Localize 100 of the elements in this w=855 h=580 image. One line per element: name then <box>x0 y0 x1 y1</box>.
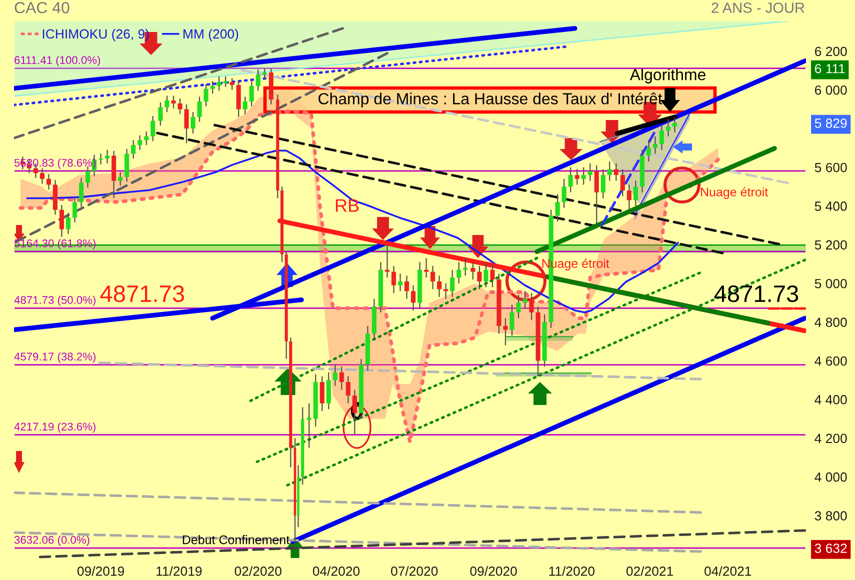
series-label: RB <box>336 199 359 212</box>
candlestick <box>516 294 521 319</box>
candlestick <box>410 284 416 312</box>
candlestick <box>391 265 396 294</box>
candlestick <box>230 78 234 90</box>
annotation: Debut Confinement <box>182 535 290 544</box>
candlestick <box>256 69 260 92</box>
candlestick <box>190 112 196 134</box>
candlestick <box>437 275 442 298</box>
candlestick <box>614 162 618 182</box>
ref-line-label: 6111.41 (100.0%) <box>14 56 100 66</box>
y-tick-label: 4 800 <box>814 318 847 327</box>
candlestick <box>164 95 170 113</box>
ref-line-label: 4871.73 (50.0%) <box>14 296 96 306</box>
candlestick <box>430 265 436 290</box>
candlestick <box>118 172 123 186</box>
candlestick <box>463 258 468 276</box>
candlestick <box>242 96 248 115</box>
candlestick <box>46 173 51 190</box>
ref-line-label: 4579.17 (38.2%) <box>14 352 96 363</box>
candlestick <box>633 180 638 207</box>
candlestick <box>588 162 592 182</box>
x-tick-label: 02/2020 <box>234 566 282 576</box>
annotation: Nuage étroit <box>701 187 768 199</box>
y-tick-label: 5 000 <box>814 278 847 288</box>
y-tick-label: 5 829 <box>814 118 847 128</box>
candlestick <box>384 244 390 278</box>
candlestick <box>456 262 462 284</box>
candlestick <box>398 273 403 292</box>
candlestick <box>210 80 215 94</box>
candlestick <box>78 177 84 208</box>
y-tick-label: 5 200 <box>814 240 847 250</box>
candlestick <box>249 80 254 107</box>
x-tick-label: 09/2019 <box>77 566 124 576</box>
annotation: 4871.73 <box>100 285 184 302</box>
candlestick <box>574 168 580 186</box>
candlestick <box>672 116 677 134</box>
candlestick <box>72 196 78 223</box>
y-tick-label: 6 000 <box>815 85 847 95</box>
candlestick <box>131 140 136 160</box>
candlestick <box>216 76 222 92</box>
candlestick <box>184 104 189 144</box>
y-tick-label: 6 111 <box>815 64 845 74</box>
candlestick <box>138 134 142 150</box>
x-tick-label: 02/2021 <box>626 566 673 576</box>
candlestick <box>490 263 495 288</box>
candlestick <box>178 98 182 115</box>
chart-subtitle: 2 ANS - JOUR <box>712 2 804 13</box>
candlestick <box>562 178 566 208</box>
candlestick <box>197 96 202 122</box>
candlestick <box>40 168 44 184</box>
x-tick-label: 11/2020 <box>549 566 594 576</box>
x-tick-label: 07/2020 <box>391 566 438 576</box>
candlestick <box>510 304 514 336</box>
candlestick <box>158 102 163 126</box>
candlestick <box>620 168 625 197</box>
y-tick-label: 3 632 <box>814 544 847 553</box>
y-tick-label: 4 400 <box>814 395 847 404</box>
candlestick <box>346 376 350 404</box>
y-tick-label: 6 200 <box>815 46 847 56</box>
x-tick-label: 11/2019 <box>156 566 202 576</box>
x-tick-label: 09/2020 <box>470 566 517 576</box>
annotation: Algorithme <box>630 68 706 84</box>
candlestick <box>444 282 448 300</box>
legend-label: MM (200) <box>184 28 238 42</box>
y-tick-label: 4 200 <box>814 434 847 444</box>
candlestick <box>171 95 176 109</box>
y-tick-label: 4 600 <box>814 356 847 366</box>
candlestick <box>320 376 324 412</box>
candlestick <box>59 204 64 238</box>
y-tick-label: 5 600 <box>814 162 847 172</box>
candlestick <box>150 115 156 142</box>
candlestick <box>450 269 455 298</box>
ref-line-label: 4217.19 (23.6%) <box>14 422 96 433</box>
candlestick <box>529 292 534 321</box>
candlestick <box>646 140 651 162</box>
candlestick <box>105 149 110 164</box>
candlestick <box>626 184 632 210</box>
candlestick <box>262 68 267 80</box>
candlestick <box>332 364 338 386</box>
candlestick <box>607 160 612 182</box>
candlestick <box>424 258 429 278</box>
ref-line-label: 3632.06 (0.0%) <box>14 536 90 546</box>
chart-title: CAC 40 <box>14 2 70 14</box>
candlestick <box>404 275 410 300</box>
candlestick <box>484 262 488 288</box>
candlestick <box>66 212 71 235</box>
candlestick <box>522 290 528 310</box>
y-tick-label: 5 400 <box>814 202 847 211</box>
candlestick <box>124 148 130 182</box>
candlestick <box>477 265 482 290</box>
candlestick <box>352 389 357 435</box>
y-tick-label: 4 000 <box>814 472 847 482</box>
candlestick <box>204 84 208 107</box>
y-tick-label: 3 800 <box>814 511 847 520</box>
candlestick <box>98 153 104 165</box>
candlestick <box>503 318 508 346</box>
candlestick <box>659 124 664 150</box>
x-tick-label: 04/2020 <box>312 566 360 576</box>
candlestick <box>594 164 599 226</box>
